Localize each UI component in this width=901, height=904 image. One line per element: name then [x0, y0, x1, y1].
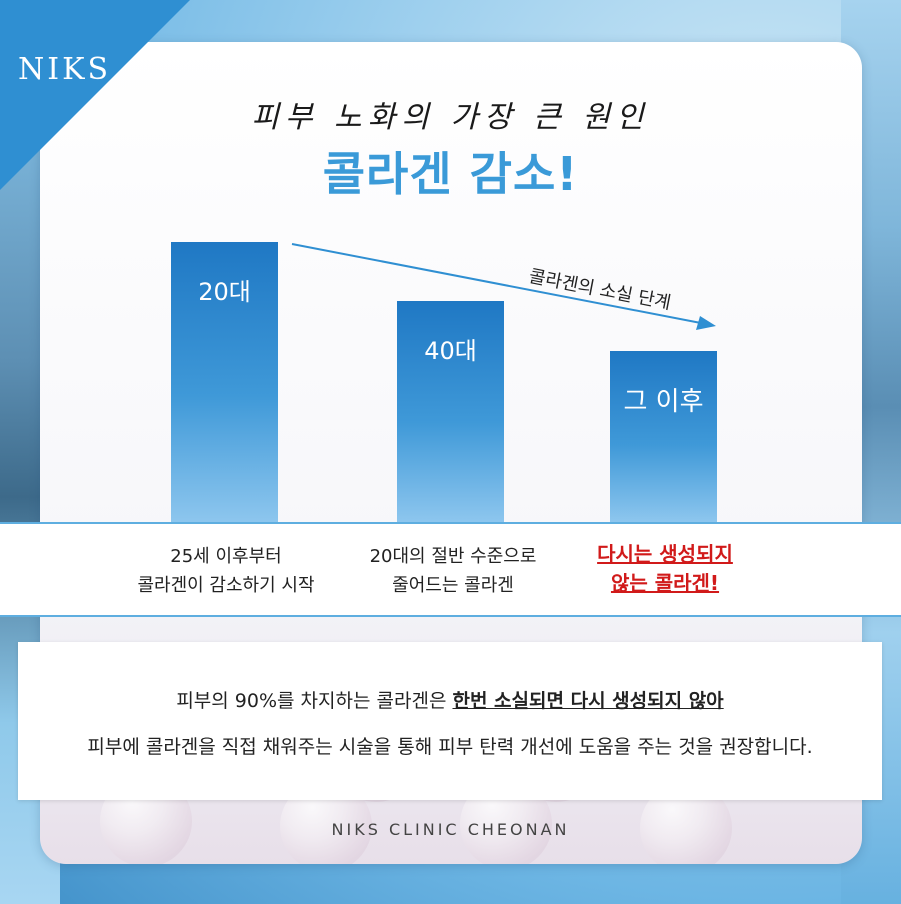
description-40s: 20대의 절반 수준으로 줄어드는 콜라겐	[333, 542, 573, 600]
description-20s-line1: 25세 이후부터	[170, 546, 282, 567]
headline-title: 콜라겐 감소!	[322, 147, 579, 201]
info-box: 피부의 90%를 차지하는 콜라겐은 한번 소실되면 다시 생성되지 않아 피부…	[18, 642, 882, 800]
description-after-line1: 다시는 생성되지	[597, 542, 733, 566]
bar-label-40s: 40대	[424, 336, 477, 365]
info-line-1: 피부의 90%를 차지하는 콜라겐은 한번 소실되면 다시 생성되지 않아	[18, 686, 882, 713]
footer-clinic-name: NIKS CLINIC CHEONAN	[331, 820, 570, 839]
description-after: 다시는 생성되지 않는 콜라겐!	[545, 540, 785, 598]
description-after-line2: 않는 콜라겐!	[610, 571, 720, 595]
bar-label-after: 그 이후	[623, 387, 704, 418]
bar-40s: 40대	[397, 300, 504, 522]
description-band: 25세 이후부터 콜라겐이 감소하기 시작 20대의 절반 수준으로 줄어드는 …	[0, 522, 901, 617]
description-40s-line1: 20대의 절반 수준으로	[369, 546, 537, 567]
description-20s-line2: 콜라겐이 감소하기 시작	[137, 575, 315, 596]
bar-20s: 20대	[171, 242, 278, 522]
bar-label-20s: 20대	[198, 278, 251, 306]
headline-subtitle: 피부 노화의 가장 큰 원인	[251, 100, 650, 135]
corner-ribbon	[0, 0, 190, 190]
description-20s: 25세 이후부터 콜라겐이 감소하기 시작	[106, 542, 346, 600]
info-line-1-text: 피부의 90%를 차지하는 콜라겐은	[176, 690, 453, 712]
bar-after: 그 이후	[610, 351, 717, 522]
info-line-1-emphasis: 한번 소실되면 다시 생성되지 않아	[452, 690, 724, 712]
description-40s-line2: 줄어드는 콜라겐	[392, 575, 514, 596]
brand-logo: NIKS	[18, 52, 112, 87]
info-line-2: 피부에 콜라겐을 직접 채워주는 시술을 통해 피부 탄력 개선에 도움을 주는…	[87, 736, 813, 758]
